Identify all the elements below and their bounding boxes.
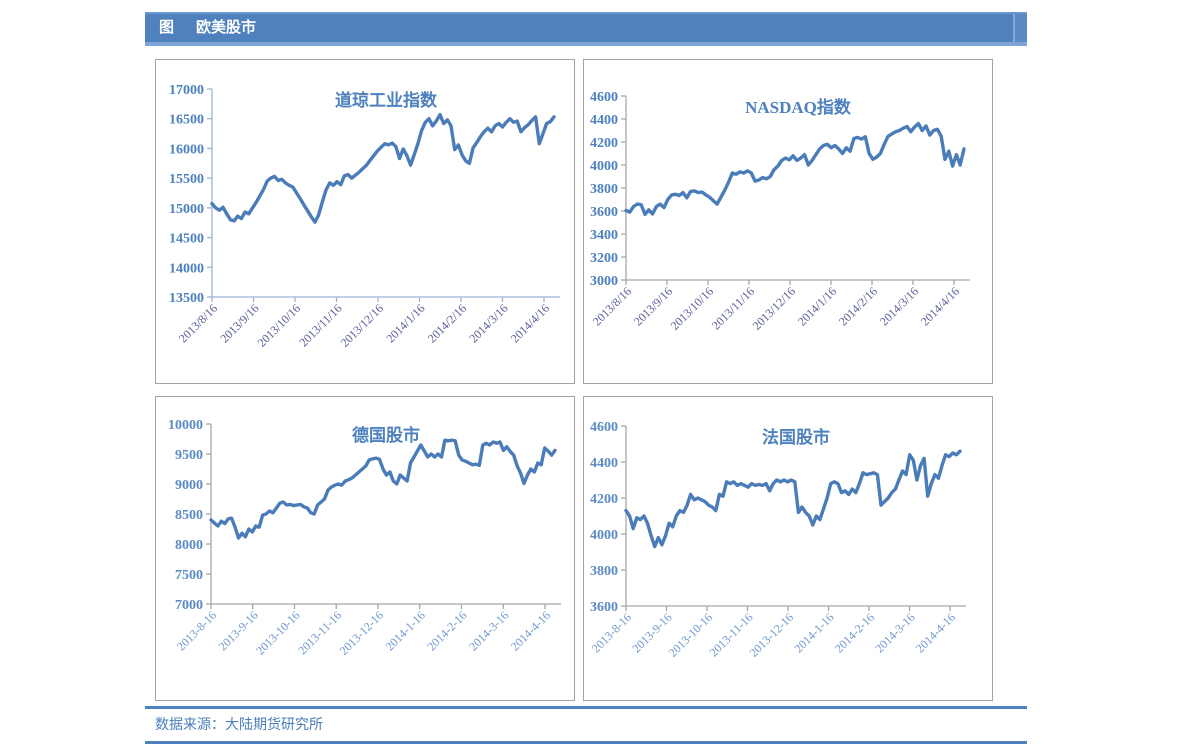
chart-grid: 17000 16500 16000 15500 15000 14500 14000 13500…: [155, 59, 993, 701]
svg-text:3600: 3600: [590, 600, 618, 615]
nasdaq-line-chart: 4600440042004000380036003400320030002013…: [590, 90, 970, 333]
svg-text:2014-4-16: 2014-4-16: [508, 608, 553, 653]
svg-text:8500: 8500: [175, 508, 203, 523]
svg-text:德国股市: 德国股市: [352, 425, 420, 445]
svg-text:2013/12/16: 2013/12/16: [750, 284, 799, 333]
svg-text:4600: 4600: [590, 420, 618, 435]
svg-text:2014/2/16: 2014/2/16: [425, 301, 469, 345]
svg-text:4200: 4200: [590, 492, 618, 507]
svg-text:3200: 3200: [590, 251, 618, 266]
footer-bottom-rule: [145, 741, 1027, 744]
footer-top-rule: [145, 706, 1027, 709]
chart-row-top: 17000 16500 16000 15500 15000 14500 14000 13500…: [155, 59, 993, 384]
chart-row-bottom: 10000 9500 9000 8500 8000 7500 7000 2013-8-16 20…: [155, 396, 993, 701]
svg-text:3400: 3400: [590, 228, 618, 243]
chart-panel-france: 4600 4400 4200 4000 3800 3600 2013-8-16 2013-9-…: [583, 396, 993, 701]
header-bar-end-cap: [1013, 14, 1027, 42]
svg-text:10000: 10000: [168, 418, 203, 433]
svg-text:2013/12/16: 2013/12/16: [338, 301, 387, 350]
svg-text:15000: 15000: [169, 202, 204, 217]
svg-text:2013-10-16: 2013-10-16: [253, 608, 302, 657]
svg-text:2014-2-16: 2014-2-16: [424, 608, 469, 653]
svg-text:2013-10-16: 2013-10-16: [666, 610, 715, 659]
svg-text:2013-11-16: 2013-11-16: [295, 608, 344, 657]
svg-text:14500: 14500: [169, 232, 204, 247]
svg-text:NASDAQ指数: NASDAQ指数: [745, 97, 852, 117]
svg-text:2013/10/16: 2013/10/16: [668, 284, 717, 333]
svg-text:15500: 15500: [169, 172, 204, 187]
svg-text:16000: 16000: [169, 142, 204, 157]
svg-text:2014/4/16: 2014/4/16: [918, 284, 962, 328]
svg-text:2014/1/16: 2014/1/16: [795, 284, 839, 328]
svg-text:2014-2-16: 2014-2-16: [832, 610, 877, 655]
svg-text:2014-3-16: 2014-3-16: [466, 608, 511, 653]
data-source-text: 数据来源：大陆期货研究所: [155, 718, 323, 733]
svg-text:4000: 4000: [590, 528, 618, 543]
svg-text:4400: 4400: [590, 113, 618, 128]
svg-text:2013-8-16: 2013-8-16: [174, 608, 219, 653]
svg-text:2013/8/16: 2013/8/16: [590, 284, 634, 328]
svg-text:2014-1-16: 2014-1-16: [383, 608, 428, 653]
svg-text:7000: 7000: [175, 598, 203, 613]
svg-text:4600: 4600: [590, 90, 618, 105]
figure-tag-label: 图: [159, 19, 175, 36]
svg-text:3800: 3800: [590, 182, 618, 197]
svg-text:16500: 16500: [169, 113, 204, 128]
figure-title: 图 欧美股市: [145, 14, 1027, 42]
svg-text:4200: 4200: [590, 136, 618, 151]
svg-text:道琼工业指数: 道琼工业指数: [335, 90, 438, 110]
report-figure: 图 欧美股市 17000 16500 16000 15500 15000 14500 1400…: [145, 12, 1027, 744]
svg-text:2013/11/16: 2013/11/16: [296, 301, 344, 349]
france-line-chart: 4600440042004000380036002013-8-162013-9-…: [589, 420, 966, 660]
svg-text:7500: 7500: [175, 568, 203, 583]
svg-text:法国股市: 法国股市: [762, 427, 830, 447]
svg-text:2013-12-16: 2013-12-16: [747, 610, 796, 659]
svg-text:14000: 14000: [169, 261, 204, 276]
svg-text:2013-8-16: 2013-8-16: [589, 610, 634, 655]
svg-text:2014-1-16: 2014-1-16: [791, 610, 836, 655]
svg-text:2014-3-16: 2014-3-16: [872, 610, 917, 655]
svg-text:17000: 17000: [169, 83, 204, 98]
svg-text:3800: 3800: [590, 564, 618, 579]
svg-text:9000: 9000: [175, 478, 203, 493]
svg-text:2014/3/16: 2014/3/16: [466, 301, 510, 345]
svg-text:4400: 4400: [590, 456, 618, 471]
chart-panel-germany: 10000 9500 9000 8500 8000 7500 7000 2013-8-16 20…: [155, 396, 575, 701]
figure-title-label: 欧美股市: [196, 19, 257, 36]
svg-text:3600: 3600: [590, 205, 618, 220]
chart-panel-nasdaq: 4600 4400 4200 4000 3800 3600 3400 3200 3000 2013…: [583, 59, 993, 384]
figure-header-bar: 图 欧美股市: [145, 12, 1027, 46]
dow-jones-line-chart: 17000 16500 16000 15500 15000 14500 14000 13500…: [169, 83, 560, 350]
svg-text:2013/11/16: 2013/11/16: [709, 284, 757, 332]
chart-panel-dow-jones: 17000 16500 16000 15500 15000 14500 14000 13500…: [155, 59, 575, 384]
svg-text:2014/4/16: 2014/4/16: [508, 301, 552, 345]
svg-text:8000: 8000: [175, 538, 203, 553]
svg-text:2014/1/16: 2014/1/16: [383, 301, 427, 345]
svg-text:9500: 9500: [175, 448, 203, 463]
svg-text:3000: 3000: [590, 274, 618, 289]
svg-text:2014/2/16: 2014/2/16: [836, 284, 880, 328]
svg-text:2013/10/16: 2013/10/16: [255, 301, 304, 350]
svg-text:4000: 4000: [590, 159, 618, 174]
svg-text:2013-12-16: 2013-12-16: [337, 608, 386, 657]
svg-text:2014/3/16: 2014/3/16: [877, 284, 921, 328]
svg-text:13500: 13500: [169, 291, 204, 306]
svg-text:2014-4-16: 2014-4-16: [913, 610, 958, 655]
svg-text:2013/8/16: 2013/8/16: [176, 301, 220, 345]
